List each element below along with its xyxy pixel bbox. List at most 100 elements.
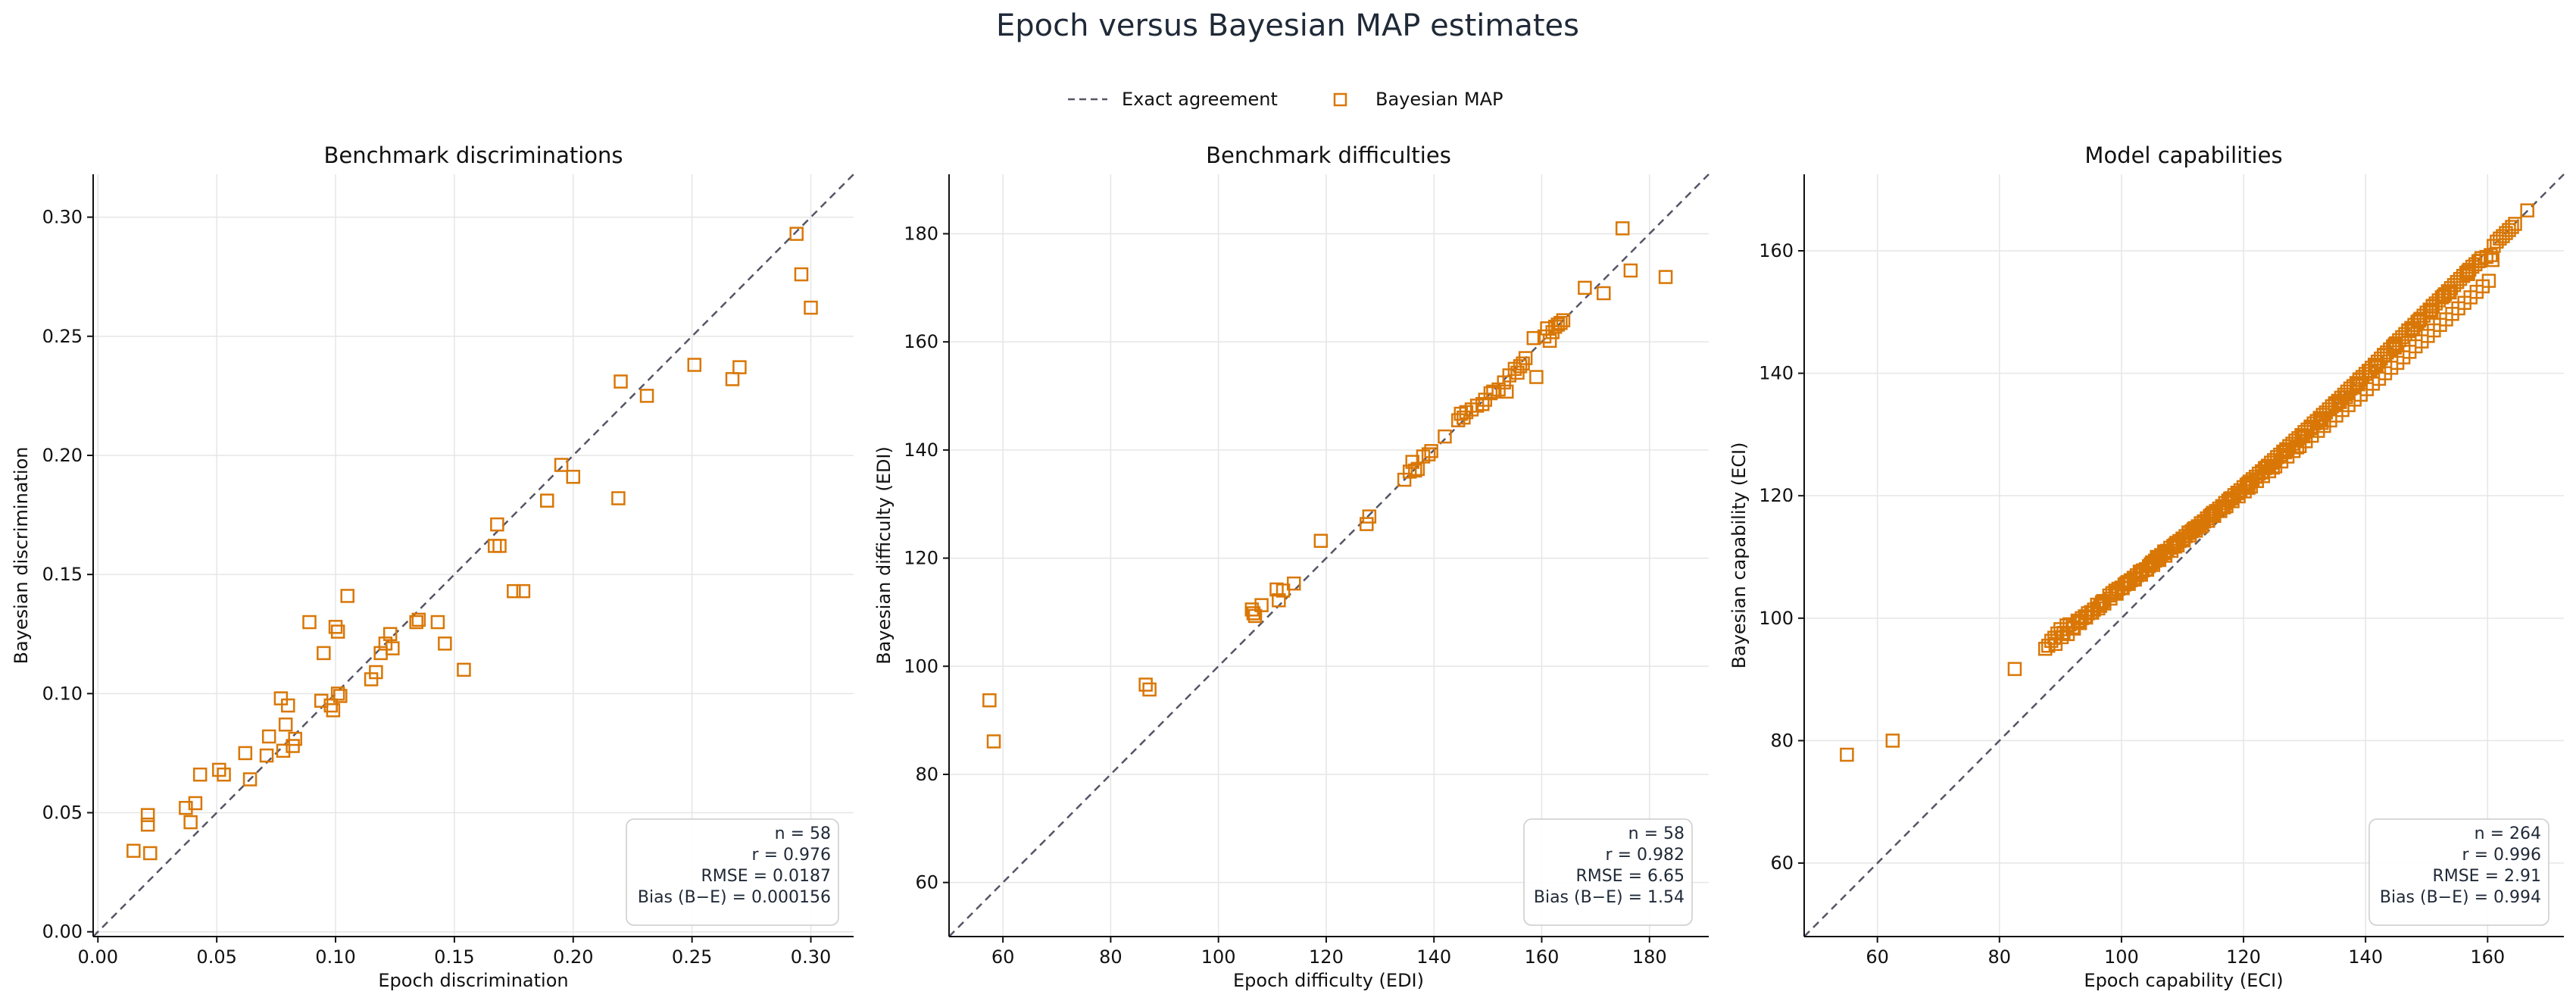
y-axis-label: Bayesian difficulty (EDI) bbox=[873, 446, 895, 665]
data-point bbox=[386, 641, 400, 655]
y-tick-label: 60 bbox=[1770, 852, 1794, 874]
data-point bbox=[1142, 682, 1157, 697]
data-point bbox=[2412, 313, 2427, 328]
data-point bbox=[278, 717, 293, 732]
data-point bbox=[1469, 399, 1485, 413]
data-point bbox=[1362, 509, 1377, 524]
data-point bbox=[323, 698, 338, 713]
data-point bbox=[259, 748, 274, 763]
x-tick-label: 80 bbox=[1988, 946, 2012, 968]
data-point bbox=[1529, 370, 1544, 384]
x-tick-label: 140 bbox=[2348, 946, 2383, 968]
stat-r: r = 0.996 bbox=[2462, 846, 2541, 865]
data-point bbox=[2168, 540, 2183, 554]
data-point bbox=[1542, 333, 1557, 349]
data-point bbox=[340, 589, 354, 603]
data-point bbox=[273, 691, 289, 705]
data-point bbox=[2157, 544, 2172, 558]
data-point bbox=[507, 583, 521, 599]
data-point bbox=[2487, 239, 2501, 253]
data-point bbox=[2070, 613, 2085, 628]
data-point bbox=[2505, 220, 2519, 234]
y-tick-label: 0.05 bbox=[42, 802, 83, 824]
data-point bbox=[1421, 447, 1436, 461]
x-tick-label: 180 bbox=[1632, 946, 1667, 968]
x-tick-label: 60 bbox=[1866, 946, 1889, 968]
legend: Exact agreement Bayesian MAP bbox=[1068, 89, 1503, 110]
data-point bbox=[2387, 337, 2403, 352]
x-tick-label: 160 bbox=[1525, 946, 1560, 968]
y-tick-label: 0.25 bbox=[42, 326, 83, 347]
x-tick-label: 0.00 bbox=[78, 946, 118, 968]
y-tick-label: 100 bbox=[904, 655, 938, 677]
data-point bbox=[2279, 443, 2293, 458]
y-tick-label: 120 bbox=[904, 548, 938, 569]
data-point bbox=[2437, 289, 2451, 304]
y-tick-label: 0.30 bbox=[42, 207, 83, 228]
data-point bbox=[2290, 440, 2305, 455]
panel-difficulties: Benchmark difficulties 60 80 100 120 140 160 1… bbox=[873, 142, 1710, 991]
panel-discriminations: Benchmark discriminations 0.00 0.05 0.10 0.… bbox=[11, 142, 854, 991]
x-ticks: 60 80 100 120 140 160 180 bbox=[991, 937, 1667, 968]
data-point bbox=[1287, 576, 1301, 591]
data-point bbox=[183, 815, 198, 830]
panel-capabilities: Model capabilities 60 80 100 120 140 160 60 80… bbox=[1728, 142, 2565, 991]
data-point bbox=[2461, 264, 2475, 279]
data-point bbox=[212, 762, 226, 777]
x-axis-label: Epoch capability (ECI) bbox=[2084, 970, 2283, 991]
data-point bbox=[2037, 641, 2053, 656]
data-point bbox=[1438, 429, 1452, 444]
x-ticks: 60 80 100 120 140 160 bbox=[1866, 937, 2505, 968]
data-point bbox=[2377, 348, 2391, 362]
data-point bbox=[2108, 585, 2123, 600]
data-point bbox=[2352, 372, 2367, 386]
data-point bbox=[2473, 253, 2487, 268]
x-axis-label: Epoch difficulty (EDI) bbox=[1233, 970, 1424, 991]
data-point bbox=[333, 689, 348, 703]
data-point bbox=[179, 800, 193, 815]
x-tick-label: 100 bbox=[1201, 946, 1236, 968]
data-point bbox=[2303, 421, 2318, 436]
data-point bbox=[789, 227, 804, 241]
data-point bbox=[2424, 303, 2439, 318]
stat-rmse: RMSE = 6.65 bbox=[1575, 867, 1685, 886]
data-point bbox=[378, 636, 393, 651]
data-point bbox=[143, 846, 158, 861]
data-point bbox=[1499, 384, 1514, 399]
panel-title: Benchmark discriminations bbox=[323, 142, 623, 168]
data-point bbox=[639, 389, 654, 403]
data-point bbox=[1483, 386, 1498, 401]
stat-n: n = 58 bbox=[1628, 824, 1685, 843]
data-point bbox=[487, 539, 502, 553]
data-point bbox=[330, 687, 345, 701]
y-tick-label: 0.15 bbox=[42, 564, 83, 585]
data-point bbox=[982, 693, 997, 708]
data-point bbox=[276, 743, 291, 758]
x-tick-label: 0.20 bbox=[553, 946, 593, 968]
data-point bbox=[2119, 576, 2134, 591]
data-point bbox=[2204, 508, 2219, 522]
y-tick-label: 140 bbox=[1759, 363, 1794, 384]
legend-points-marker bbox=[1333, 92, 1347, 107]
y-ticks: 60 80 100 120 140 160 bbox=[1759, 240, 1804, 874]
stat-r: r = 0.976 bbox=[752, 846, 831, 865]
stats-box-frame bbox=[626, 818, 839, 926]
data-point bbox=[2328, 398, 2343, 412]
data-point bbox=[687, 358, 702, 372]
y-tick-label: 0.00 bbox=[42, 921, 83, 943]
data-point bbox=[1553, 315, 1568, 330]
data-points bbox=[126, 227, 818, 861]
data-point bbox=[2007, 662, 2022, 677]
data-point bbox=[611, 491, 626, 505]
x-ticks: 0.00 0.05 0.10 0.15 0.20 0.25 0.30 bbox=[78, 937, 831, 968]
x-tick-label: 80 bbox=[1099, 946, 1123, 968]
data-point bbox=[2508, 217, 2522, 231]
stat-rmse: RMSE = 0.0187 bbox=[701, 867, 831, 886]
data-point bbox=[281, 698, 295, 713]
stat-n: n = 58 bbox=[775, 824, 831, 843]
x-tick-label: 0.25 bbox=[672, 946, 712, 968]
data-point bbox=[438, 636, 452, 651]
data-point bbox=[2425, 299, 2440, 313]
stats-box: n = 58 r = 0.976 RMSE = 0.0187 Bias (B−E… bbox=[626, 818, 839, 926]
